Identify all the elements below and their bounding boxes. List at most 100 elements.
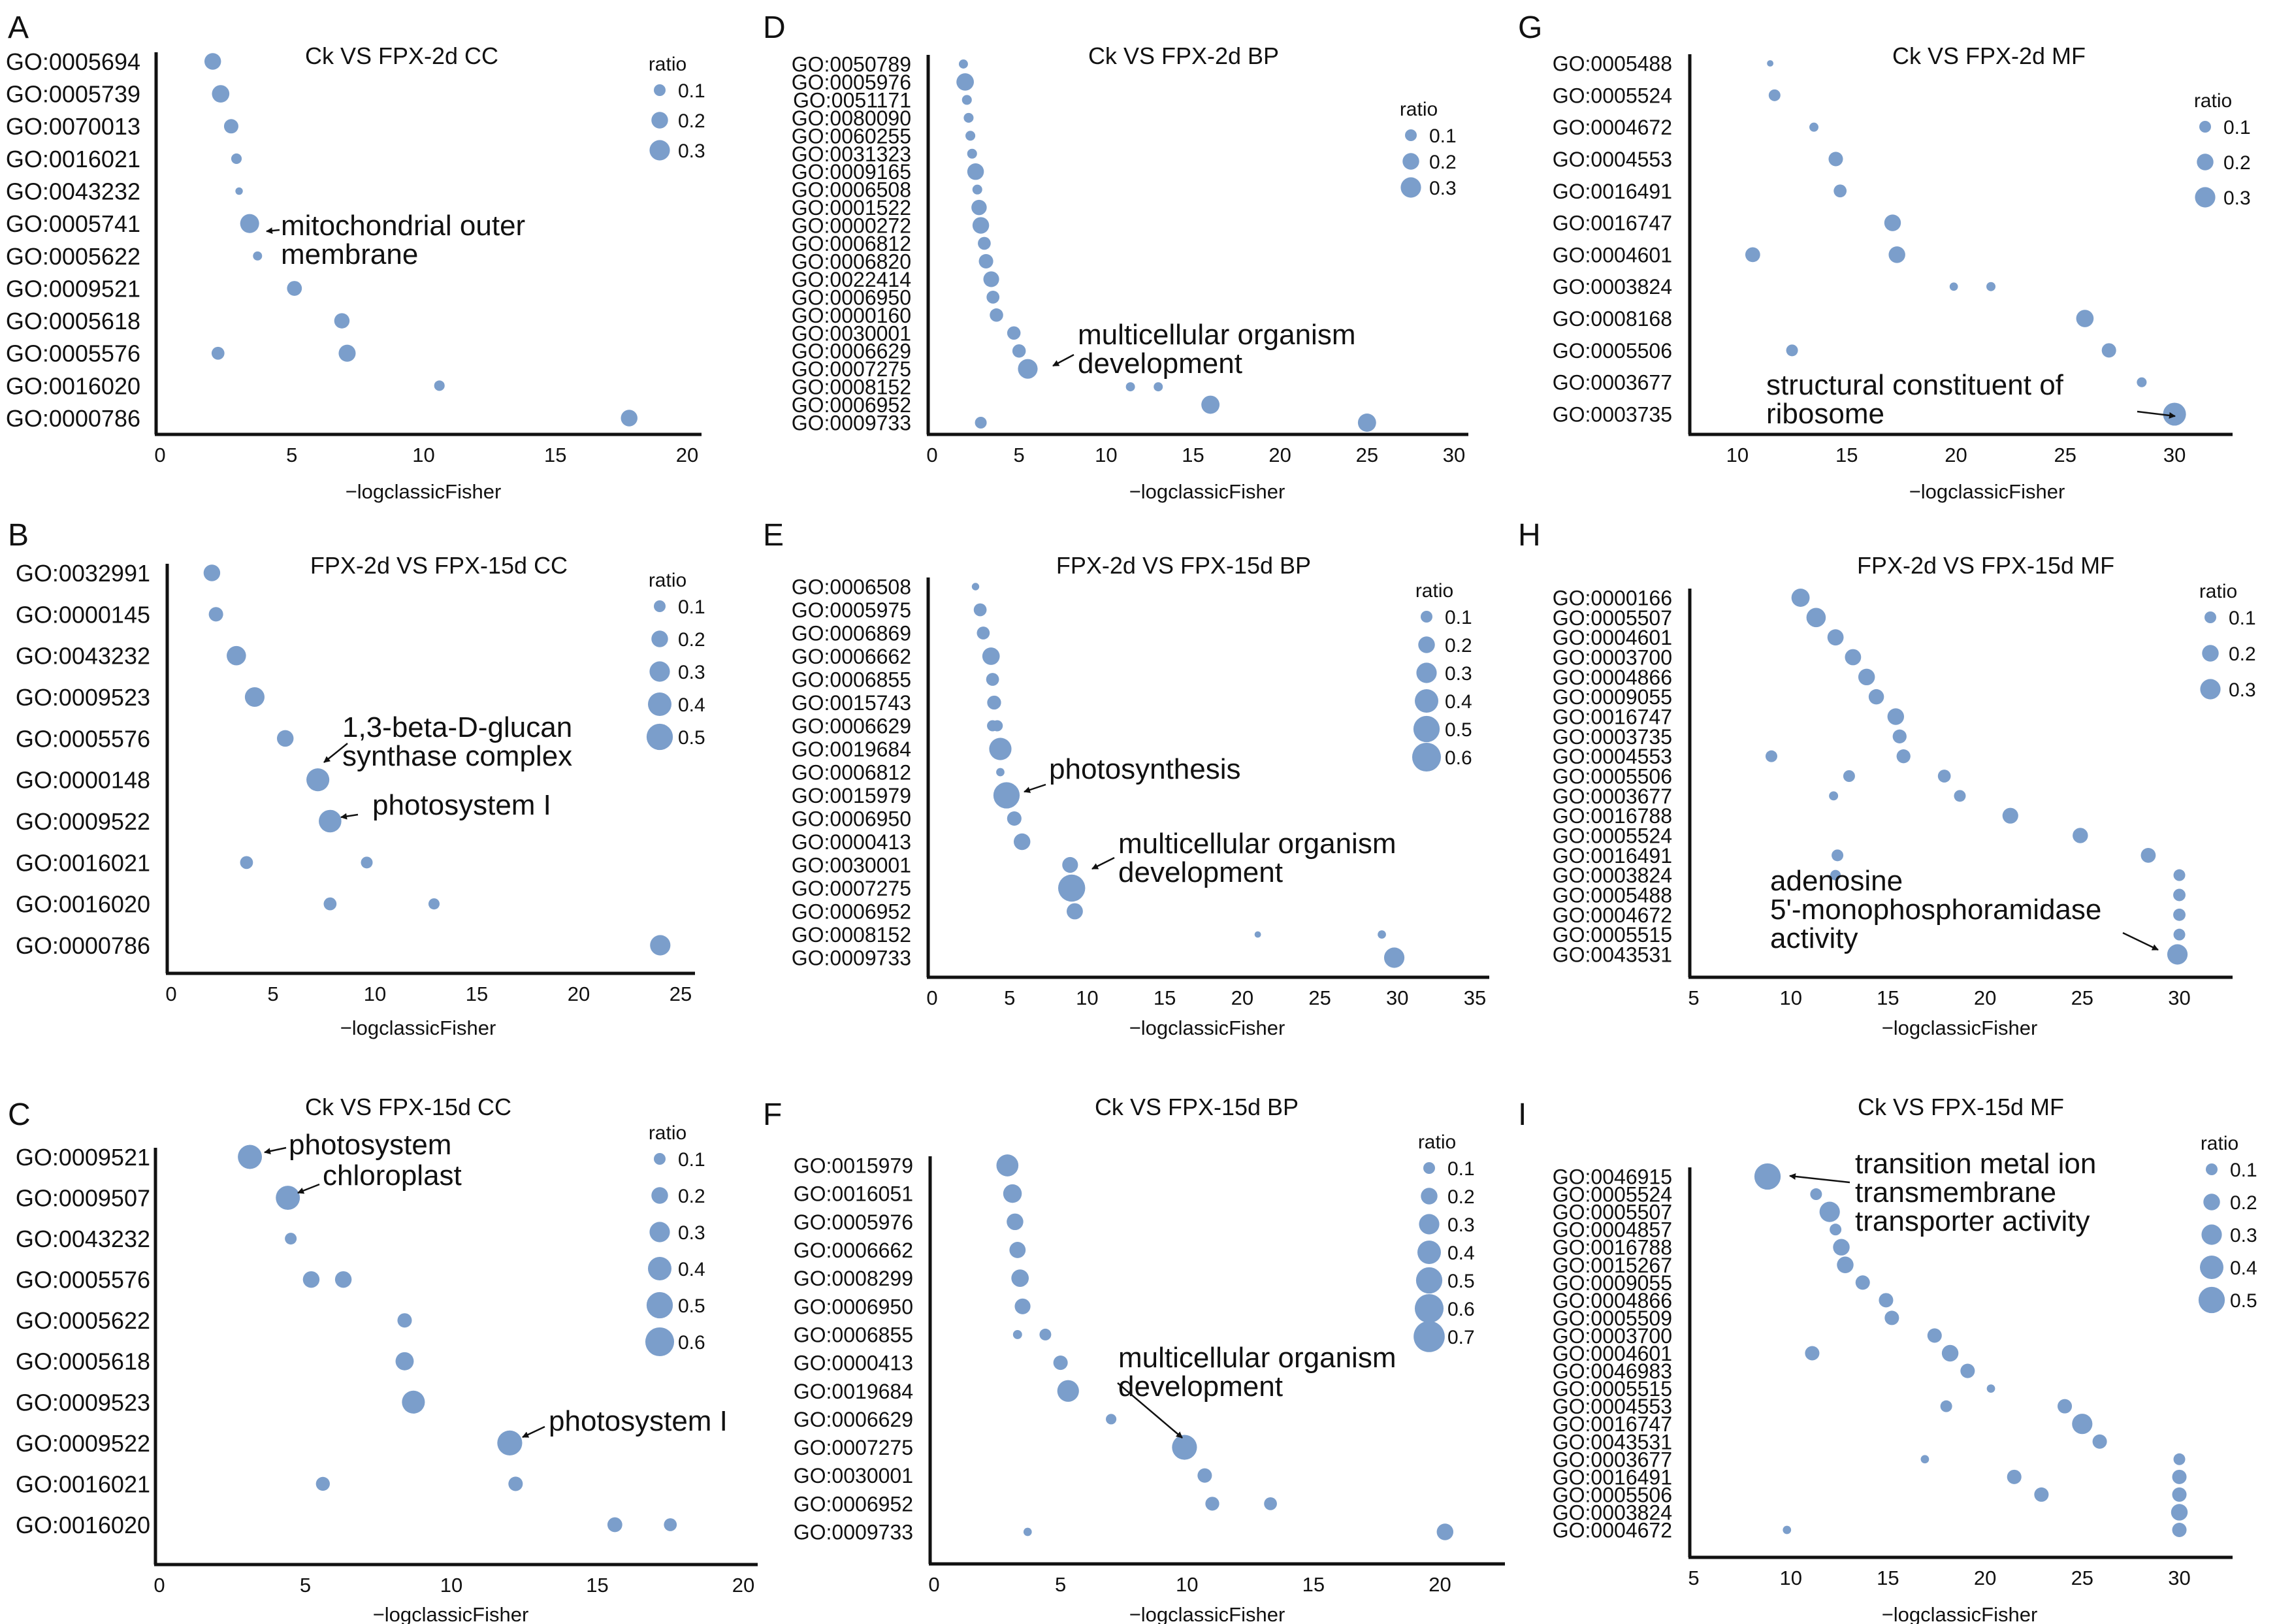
annotation-arrow — [522, 1425, 545, 1438]
y-tick-label: GO:0005524 — [1553, 1183, 1672, 1207]
y-tick-label: GO:0006508 — [792, 576, 911, 599]
y-tick-label: GO:0007275 — [794, 1436, 913, 1459]
legend-label: 0.1 — [678, 596, 705, 618]
x-axis-label: −logclassicFisher — [1909, 480, 2065, 503]
legend-marker — [654, 1153, 666, 1165]
annotation-label: photosystem I — [549, 1405, 728, 1437]
y-tick-label: GO:0080090 — [792, 106, 911, 130]
data-point — [1940, 1400, 1952, 1412]
y-tick-label: GO:0005507 — [1553, 1201, 1672, 1224]
legend-marker — [1421, 611, 1432, 623]
y-tick-label: GO:0016020 — [16, 891, 150, 918]
y-tick-label: GO:0003677 — [1553, 785, 1672, 808]
y-tick-label: GO:0006950 — [792, 285, 911, 309]
y-tick-label: GO:0000786 — [6, 405, 140, 432]
y-tick-label: GO:0070013 — [6, 113, 140, 140]
y-tick-label: GO:0000160 — [792, 304, 911, 327]
x-tick-label: 10 — [412, 444, 434, 466]
panel-c: C Ck VS FPX-15d CC 0 5 10 15 20 −logclassicFish… — [8, 1094, 758, 1624]
y-tick-label: GO:0016788 — [1553, 1236, 1672, 1259]
legend-marker — [2201, 1224, 2222, 1245]
y-tick-label: GO:0005488 — [1553, 52, 1672, 76]
y-tick-label: GO:0005515 — [1553, 923, 1672, 947]
x-axis-label: −logclassicFisher — [346, 480, 502, 503]
y-tick-label: GO:0060255 — [792, 124, 911, 148]
y-tick-label: GO:0006952 — [792, 900, 911, 924]
y-tick-label: GO:0009521 — [6, 275, 140, 302]
annotation-arrow — [1091, 856, 1115, 870]
y-tick-label: GO:0016020 — [6, 372, 140, 399]
y-tick-label: GO:0030001 — [794, 1464, 913, 1487]
legend-marker — [2203, 1194, 2220, 1210]
data-point — [1845, 649, 1862, 666]
data-point — [1383, 947, 1405, 968]
annotation-arrow — [1052, 353, 1074, 367]
x-tick-label: 30 — [2168, 986, 2190, 1009]
x-axis-label: −logclassicFisher — [1129, 480, 1285, 503]
y-tick-label: GO:0016491 — [1553, 844, 1672, 868]
legend-marker — [649, 1222, 670, 1242]
y-tick-label: GO:0051171 — [793, 88, 911, 112]
y-tick-label: GO:0009055 — [1553, 685, 1672, 709]
y-tick-label: GO:0005618 — [16, 1348, 150, 1375]
panel-letter: I — [1518, 1097, 1526, 1132]
y-tick-label: GO:0005576 — [16, 725, 150, 752]
panel-letter: F — [763, 1097, 782, 1132]
y-tick-label: GO:0005509 — [1553, 1307, 1672, 1330]
legend-label: 0.3 — [1429, 178, 1457, 199]
data-point — [2173, 869, 2186, 881]
data-point — [978, 253, 993, 268]
annotation-label: photosynthesis — [1049, 753, 1241, 785]
data-point — [1754, 1163, 1781, 1190]
panel-i: I Ck VS FPX-15d MF 5 10 15 20 25 30 −logclassicF… — [1518, 1094, 2257, 1624]
legend-marker — [1417, 1241, 1441, 1264]
legend-label: 0.4 — [678, 694, 705, 716]
legend-marker — [1416, 662, 1437, 683]
panel-letter: D — [763, 10, 786, 45]
y-tick-label: GO:0003677 — [1553, 1448, 1672, 1471]
annotation-arrow — [297, 1183, 320, 1194]
data-point — [1007, 326, 1021, 340]
data-point — [621, 410, 638, 427]
chart-title: FPX-2d VS FPX-15d MF — [1857, 552, 2114, 579]
data-point — [497, 1430, 523, 1455]
y-tick-label: GO:0006952 — [792, 393, 911, 417]
x-tick-label: 0 — [926, 986, 937, 1009]
y-tick-label: GO:0015979 — [792, 784, 911, 807]
data-point — [1007, 1213, 1024, 1231]
x-tick-label: 0 — [154, 444, 165, 466]
x-tick-label: 20 — [568, 983, 590, 1005]
y-tick-label: GO:0006508 — [792, 178, 911, 202]
data-point — [1436, 1523, 1454, 1540]
y-tick-label: GO:0030001 — [792, 854, 911, 877]
panel-d: D Ck VS FPX-2d BP 0 5 10 15 20 25 30 −logclassicF… — [763, 10, 1468, 503]
y-tick-label: GO:0006820 — [792, 250, 911, 273]
y-tick-label: GO:0008152 — [792, 923, 911, 947]
annotation-label: multicellular organism development — [1118, 1342, 1396, 1403]
y-tick-label: GO:0005694 — [6, 48, 140, 75]
legend-marker — [651, 112, 668, 129]
legend-marker — [1415, 689, 1438, 713]
y-tick-label: GO:0015743 — [792, 691, 911, 715]
y-tick-label: GO:0043232 — [16, 643, 150, 670]
annotation-label: mitochondrial outer membrane — [281, 210, 525, 270]
y-tick-label: GO:0004601 — [1553, 626, 1672, 649]
data-point — [1768, 89, 1781, 101]
chart-title: Ck VS FPX-15d MF — [1858, 1094, 2064, 1120]
y-tick-label: GO:0004857 — [1553, 1218, 1672, 1242]
y-tick-label: GO:0006855 — [792, 668, 911, 692]
data-point — [253, 251, 263, 261]
y-tick-label: GO:0005622 — [16, 1307, 150, 1334]
legend-label: 0.5 — [678, 1295, 705, 1317]
data-point — [508, 1476, 523, 1491]
data-point — [650, 935, 671, 956]
data-point — [2172, 1522, 2187, 1538]
legend-label: 0.4 — [678, 1259, 705, 1280]
data-point — [958, 59, 968, 69]
data-point — [2137, 377, 2147, 387]
y-tick-label: GO:0009733 — [792, 412, 911, 435]
legend-title: ratio — [1418, 1131, 1456, 1153]
legend-label: 0.6 — [1445, 747, 1472, 769]
data-point — [1833, 1239, 1850, 1256]
legend-marker — [646, 723, 673, 751]
